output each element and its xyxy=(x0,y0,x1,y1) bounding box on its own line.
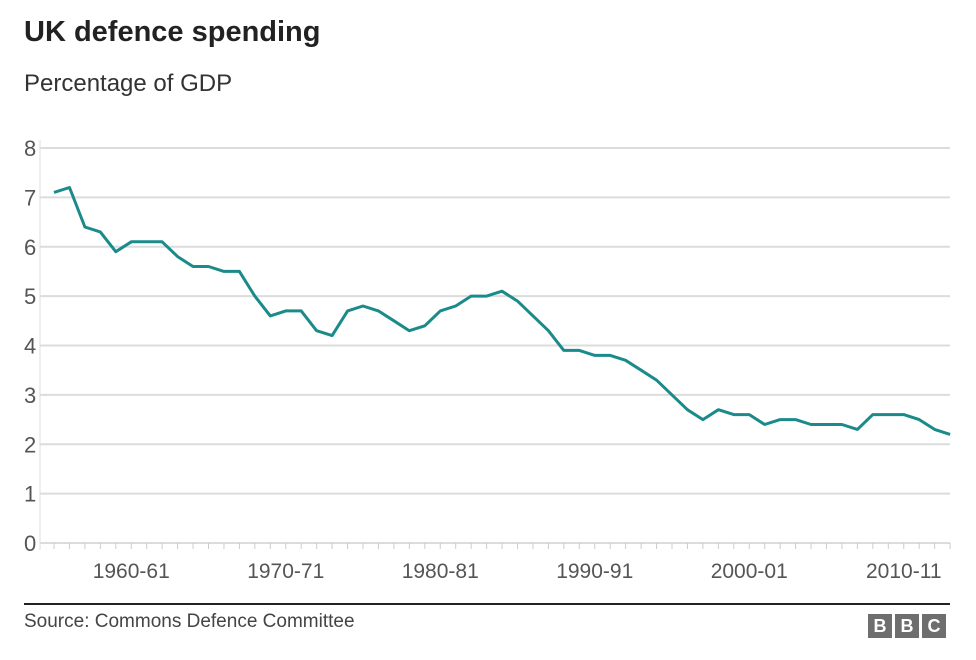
y-tick-label: 7 xyxy=(24,185,36,210)
source-note: Source: Commons Defence Committee xyxy=(24,611,355,632)
y-tick-label: 8 xyxy=(24,136,36,161)
bbc-logo-letter: C xyxy=(922,614,946,638)
y-tick-label: 5 xyxy=(24,284,36,309)
bbc-logo-letter: B xyxy=(895,614,919,638)
chart-title: UK defence spending xyxy=(24,16,321,48)
data-line xyxy=(53,186,951,436)
bbc-logo: B B C xyxy=(868,614,946,638)
y-tick-label: 1 xyxy=(24,482,36,507)
x-tick-label: 2010-11 xyxy=(866,560,942,583)
y-tick-label: 4 xyxy=(24,334,36,359)
y-tick-label: 0 xyxy=(24,531,36,556)
x-tick-label: 1960-61 xyxy=(93,560,170,583)
x-tick-label: 2000-01 xyxy=(711,560,788,583)
chart-subtitle: Percentage of GDP xyxy=(24,70,233,97)
x-tick-label: 1990-91 xyxy=(556,560,633,583)
y-tick-label: 6 xyxy=(24,235,36,260)
x-tick-label: 1970-71 xyxy=(247,560,324,583)
footer-divider xyxy=(24,603,950,605)
x-tick-label: 1980-81 xyxy=(402,560,479,583)
plot-area: 0 1 2 3 4 5 6 7 8 1960-61 1970-71 1980-81 1990-91 200… xyxy=(24,136,951,583)
y-tick-label: 3 xyxy=(24,383,36,408)
bbc-logo-letter: B xyxy=(868,614,892,638)
y-tick-label: 2 xyxy=(24,432,36,457)
